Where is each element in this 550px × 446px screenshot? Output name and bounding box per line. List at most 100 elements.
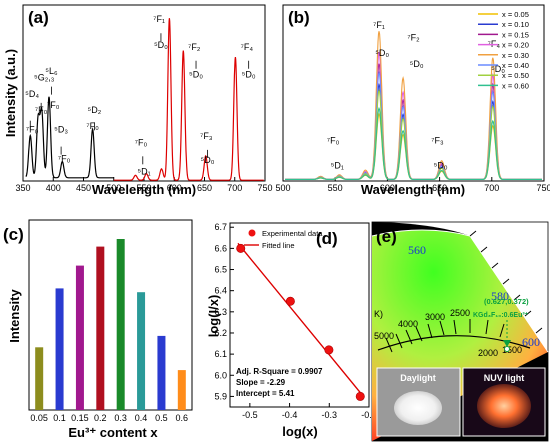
panel-a-xlabel: Wavelength (nm) — [92, 182, 196, 197]
panel-b-legend-entry: x = 0.05 — [502, 10, 529, 19]
panel-a-transition-label: ⁵D₀ — [242, 69, 256, 79]
panel-b-series-line — [285, 82, 542, 180]
locus-ticks — [469, 230, 543, 334]
panel-d-data-point — [236, 243, 246, 253]
panel-d-label: (d) — [316, 229, 338, 248]
panel-d-stat: Adj. R-Square = 0.9907 — [236, 367, 323, 376]
panel-d: -0.5 -0.4 -0.3 -0.2 5.9 6.0 6.1 6.2 6.3 6.4 6.5 6.6… — [206, 222, 377, 439]
panel-a-transition-label: ⁵L₆ — [45, 66, 58, 76]
panel-a-x-ticks: 350 400 450 500 550 600 650 700 750 — [15, 177, 273, 193]
panel-d-data-point — [285, 296, 295, 306]
panel-d-data-point — [324, 345, 334, 355]
panel-a-xtick-label: 400 — [46, 183, 61, 193]
panel-b-xtick-label: 500 — [275, 183, 290, 193]
panel-a-transition-label: ⁷F₄ — [241, 42, 254, 52]
panel-c-bar — [55, 288, 64, 410]
panel-a-series-line — [113, 18, 264, 181]
panel-d-ytick-label: 6.7 — [214, 222, 227, 232]
cct-k: K) — [374, 309, 383, 319]
panel-c-bar — [96, 246, 105, 410]
panel-a-xtick-label: 350 — [15, 183, 30, 193]
panel-d-fit-line — [237, 242, 362, 394]
panel-a-curves — [25, 18, 264, 181]
panel-d-ytick-label: 6.0 — [214, 370, 227, 380]
panel-b-legend-entry: x = 0.60 — [502, 81, 529, 90]
daylight-powder — [394, 391, 442, 425]
panel-d-ytick-label: 6.6 — [214, 243, 227, 253]
panel-b-transition-label: ⁵D₀ — [434, 161, 448, 171]
panel-b-legend: x = 0.05x = 0.10x = 0.15 x = 0.20x = 0.30… — [478, 10, 529, 90]
panel-b-transition-label: ⁵D₀ — [375, 48, 389, 58]
panel-c-xtick-label: 0.1 — [53, 413, 66, 423]
panel-a-transition-label: ⁷F₃ — [200, 131, 213, 141]
panel-d-data-point — [355, 391, 365, 401]
locus-label-560: 560 — [408, 243, 426, 257]
cie-sample: KGd₃F₁₀:0.6Eu³⁺ — [473, 312, 529, 319]
panel-c-bar — [157, 335, 166, 410]
panel-d-stat: Slope = -2.29 — [236, 378, 286, 387]
panel-b-legend-entry: x = 0.15 — [502, 30, 529, 39]
panel-c-xtick-label: 0.2 — [94, 413, 107, 423]
panel-b-transition-label: ⁷F₂ — [407, 33, 420, 43]
planckian-ticks — [385, 319, 505, 353]
panel-d-ticks: -0.5 -0.4 -0.3 -0.2 5.9 6.0 6.1 6.2 6.3 6.4 6.5 6.6… — [214, 222, 376, 420]
panel-c-xtick-label: 0.5 — [155, 413, 168, 423]
panel-d-legend-entry: Experimental data — [262, 229, 323, 238]
panel-b-legend-entry: x = 0.10 — [502, 20, 529, 29]
panel-a-xtick-label: 450 — [76, 183, 91, 193]
panel-d-ytick-label: 5.9 — [214, 391, 227, 401]
panel-d-xtick-label: -0.5 — [242, 410, 258, 420]
panel-a-series-line — [25, 96, 114, 179]
panel-d-ytick-label: 6.4 — [214, 286, 227, 296]
panel-b-transition-label: ⁵D₀ — [491, 64, 505, 74]
panel-c-xtick-label: 0.4 — [135, 413, 148, 423]
panel-a-transition-label: ⁷F₀ — [47, 100, 60, 110]
panel-c-bar — [35, 347, 44, 410]
panel-a-xtick-label: 550 — [136, 183, 151, 193]
panel-b-transition-label: ⁷F₀ — [327, 136, 340, 146]
panel-a-xtick-label: 500 — [106, 183, 121, 193]
nuv-glow — [477, 384, 531, 428]
panel-a-xtick-label: 700 — [227, 183, 242, 193]
panel-a-xtick-label: 750 — [257, 183, 272, 193]
panel-b-series-line — [285, 106, 542, 180]
panel-b-xtick-label: 700 — [484, 183, 499, 193]
panel-b-series-line — [285, 112, 542, 180]
panel-b-frame — [282, 4, 545, 182]
cie-coordinate: (0.627,0.372) — [484, 297, 529, 306]
panel-c-frame — [28, 219, 193, 411]
panel-b-transition-label: ⁷F₄ — [488, 39, 501, 49]
panel-a-transition-label: ⁵D₀ — [154, 40, 168, 50]
panel-b-xtick-label: 650 — [432, 183, 447, 193]
panel-e: 560 580 600 4000 3000 2500 2000 1500 500… — [371, 221, 549, 442]
panel-a-transition-label: ⁵D₂ — [88, 105, 102, 115]
cct-3000: 3000 — [425, 312, 445, 322]
panel-a-transition-label: ⁵D₁ — [137, 167, 150, 177]
panel-c-bar — [75, 265, 84, 410]
panel-d-xtick-label: -0.3 — [322, 410, 338, 420]
panel-a-label: (a) — [28, 8, 49, 27]
panel-a-transition-label: ⁷F₀ — [135, 137, 148, 147]
panel-a-transition-label: ⁵G₂,₃ — [34, 73, 55, 83]
cie-arrow-head — [503, 340, 511, 347]
panel-c-label: (c) — [3, 225, 24, 244]
panel-b-transition-label: ⁵D₁ — [331, 161, 344, 171]
panel-d-ytick-label: 6.3 — [214, 307, 227, 317]
spectral-locus — [371, 229, 549, 353]
panel-a-transition-label: ⁷F₀ — [26, 124, 39, 134]
panel-a-transition-label: ⁵D₄ — [25, 89, 39, 99]
panel-a-transition-label: ⁷F₁ — [153, 14, 165, 24]
panel-a-transition-label: ⁵D₀ — [189, 69, 203, 79]
panel-a-transition-label: ⁵D₀ — [201, 155, 215, 165]
panel-a-ylabel: Intensity (a.u.) — [3, 49, 18, 137]
locus-label-600: 600 — [522, 335, 540, 349]
panel-d-legend-marker — [248, 229, 256, 237]
panel-c-bars — [35, 239, 186, 410]
panel-d-ylabel: log(I/x) — [206, 295, 221, 338]
panel-c-xtick-label: 0.15 — [71, 413, 89, 423]
panel-b-transition-label: ⁷F₃ — [431, 136, 444, 146]
panel-b-xlabel: Wavelength (nm) — [361, 182, 465, 197]
panel-b-xtick-label: 550 — [328, 183, 343, 193]
panel-c-xlabel: Eu³⁺ content x — [68, 425, 158, 440]
